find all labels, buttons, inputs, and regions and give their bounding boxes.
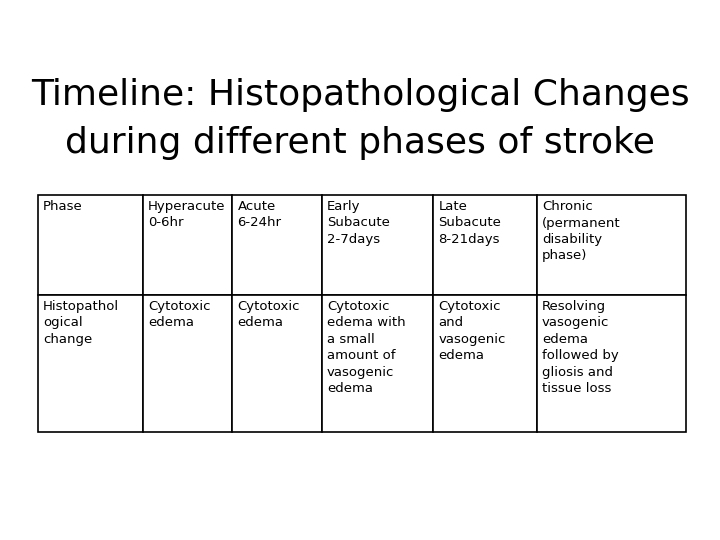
Bar	[322, 195, 433, 294]
Text: Cytotoxic
edema with
a small
amount of
vasogenic
edema: Cytotoxic edema with a small amount of v…	[327, 300, 405, 395]
Bar	[322, 294, 433, 432]
Text: Histopathol
ogical
change: Histopathol ogical change	[43, 300, 119, 346]
Text: Acute
6-24hr: Acute 6-24hr	[238, 200, 282, 230]
Bar	[143, 294, 233, 432]
Text: Timeline: Histopathological Changes
during different phases of stroke: Timeline: Histopathological Changes duri…	[31, 78, 689, 159]
Bar	[143, 195, 233, 294]
Text: Cytotoxic
and
vasogenic
edema: Cytotoxic and vasogenic edema	[438, 300, 505, 362]
Text: Early
Subacute
2-7days: Early Subacute 2-7days	[327, 200, 390, 246]
Text: Cytotoxic
edema: Cytotoxic edema	[238, 300, 300, 329]
Bar	[233, 294, 322, 432]
Bar	[433, 195, 537, 294]
Text: Late
Subacute
8-21days: Late Subacute 8-21days	[438, 200, 501, 246]
Text: Resolving
vasogenic
edema
followed by
gliosis and
tissue loss: Resolving vasogenic edema followed by gl…	[542, 300, 618, 395]
Text: Hyperacute
0-6hr: Hyperacute 0-6hr	[148, 200, 225, 230]
Bar	[233, 195, 322, 294]
Bar	[433, 294, 537, 432]
Text: Phase: Phase	[43, 200, 83, 213]
Text: Chronic
(permanent
disability
phase): Chronic (permanent disability phase)	[542, 200, 621, 262]
Bar	[537, 294, 686, 432]
Bar	[38, 294, 143, 432]
Text: Cytotoxic
edema: Cytotoxic edema	[148, 300, 210, 329]
Bar	[537, 195, 686, 294]
Bar	[38, 195, 143, 294]
